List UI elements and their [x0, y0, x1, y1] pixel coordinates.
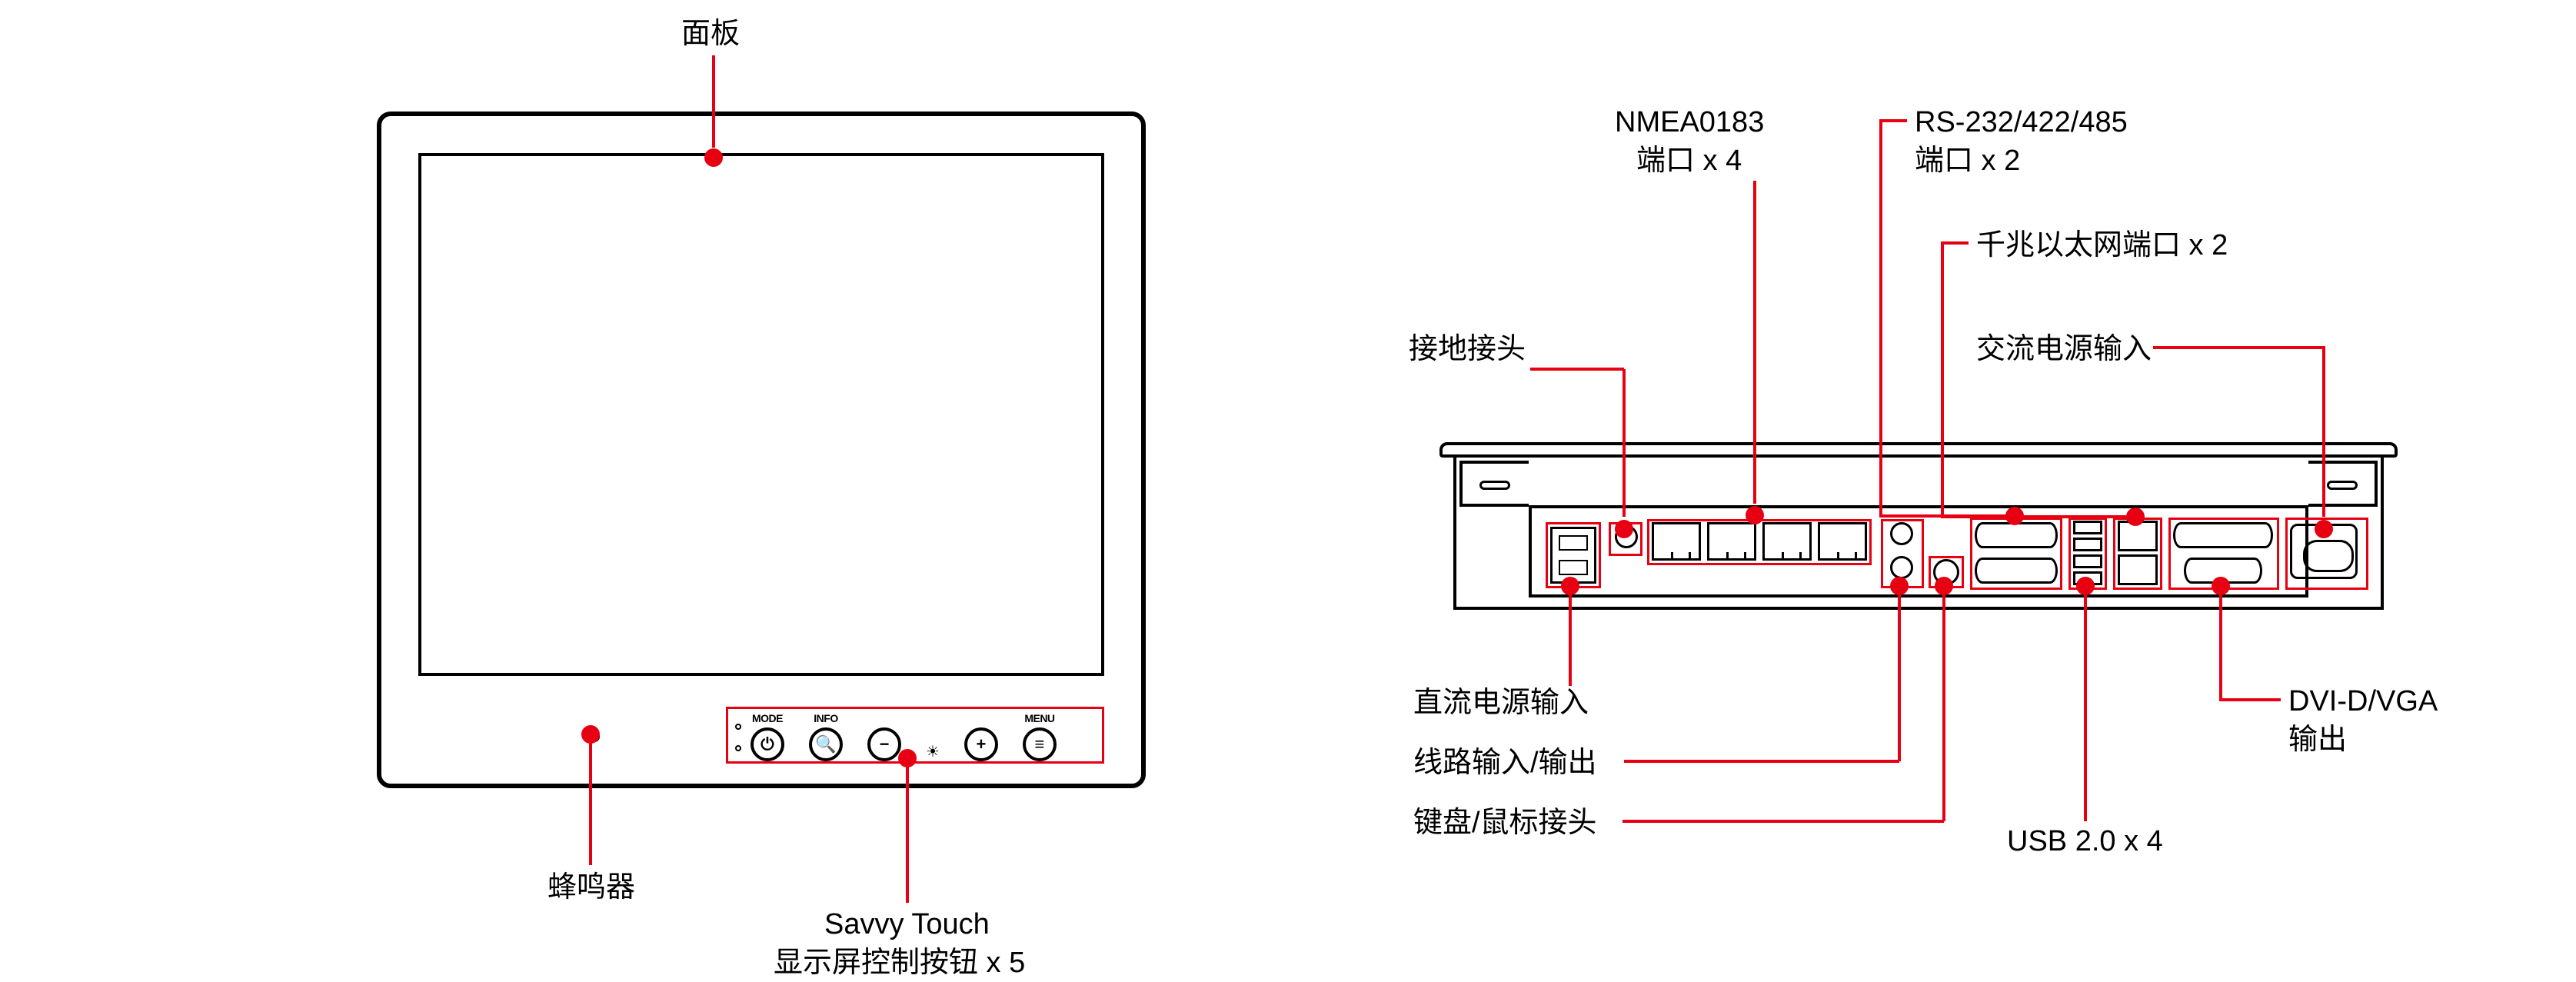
dot-ac — [2315, 520, 2333, 538]
dot-gbe — [2126, 508, 2145, 526]
leader-dvi-v — [2219, 586, 2222, 700]
label-savvy-l1: Savvy Touch — [824, 906, 990, 944]
leader-lineio-h — [1624, 760, 1899, 763]
leader-gbe-v — [1941, 241, 1944, 515]
leader-gbe-h — [1941, 241, 1969, 245]
leader-nmea — [1753, 181, 1756, 504]
label-dvi-l2: 输出 — [2288, 721, 2347, 759]
rear-top-lip — [1439, 442, 2398, 458]
leader-kbms-v — [1942, 586, 1945, 821]
leader-dc-h — [1569, 683, 1572, 686]
label-dvi-l1: DVI-D/VGA — [2288, 683, 2438, 721]
leader-ac-v — [2322, 346, 2325, 517]
label-buzzer: 蜂鸣器 — [547, 869, 635, 907]
label-dc: 直流电源输入 — [1413, 684, 1589, 722]
label-nmea-l2: 端口 x 4 — [1636, 142, 1742, 180]
label-ac: 交流电源输入 — [1976, 331, 2152, 368]
leader-panel — [712, 55, 715, 148]
hl-nmea — [1647, 519, 1872, 565]
front-screen — [418, 153, 1104, 676]
rear-panel — [1453, 442, 2384, 625]
leader-gbe-h2 — [1941, 515, 2135, 518]
port-plate — [1529, 505, 2308, 598]
hl-rs — [1970, 518, 2062, 590]
leader-ac-h — [2153, 346, 2324, 349]
dot-nmea — [1746, 506, 1764, 524]
label-savvy-l2: 显示屏控制按钮 x 5 — [774, 944, 1025, 982]
dot-panel — [704, 148, 723, 167]
leader-ground-h — [1530, 368, 1624, 371]
label-kbms: 键盘/鼠标接头 — [1413, 804, 1597, 842]
rear-mount-right — [2308, 461, 2378, 507]
label-gbe: 千兆以太网端口 x 2 — [1976, 227, 2228, 265]
label-usb: USB 2.0 x 4 — [2007, 823, 2163, 860]
leader-lineio-v — [1898, 586, 1901, 761]
leader-dvi-h — [2219, 698, 2281, 701]
label-panel: 面板 — [681, 15, 740, 53]
leader-rs-h — [1879, 119, 1907, 122]
front-panel: MODE ⏻ INFO 🔍 − ☀ + MENU ≡ — [377, 112, 1146, 788]
label-nmea-l1: NMEA0183 — [1615, 104, 1764, 141]
label-rs-l1: RS-232/422/485 — [1915, 104, 2128, 141]
label-lineio: 线路输入/输出 — [1413, 744, 1597, 782]
label-ground: 接地接头 — [1409, 331, 1526, 368]
leader-dc — [1569, 586, 1572, 683]
label-rs-l2: 端口 x 2 — [1915, 142, 2020, 180]
leader-kbms-h — [1622, 820, 1944, 823]
hl-gbe — [2113, 518, 2162, 590]
dot-ground — [1615, 520, 1633, 538]
leader-usb — [2084, 586, 2087, 821]
rear-mount-left — [1459, 461, 1529, 507]
leader-rs-v — [1879, 119, 1882, 514]
leader-buzzer — [589, 734, 592, 865]
leader-ground — [1622, 369, 1626, 517]
leader-savvy — [906, 758, 909, 903]
